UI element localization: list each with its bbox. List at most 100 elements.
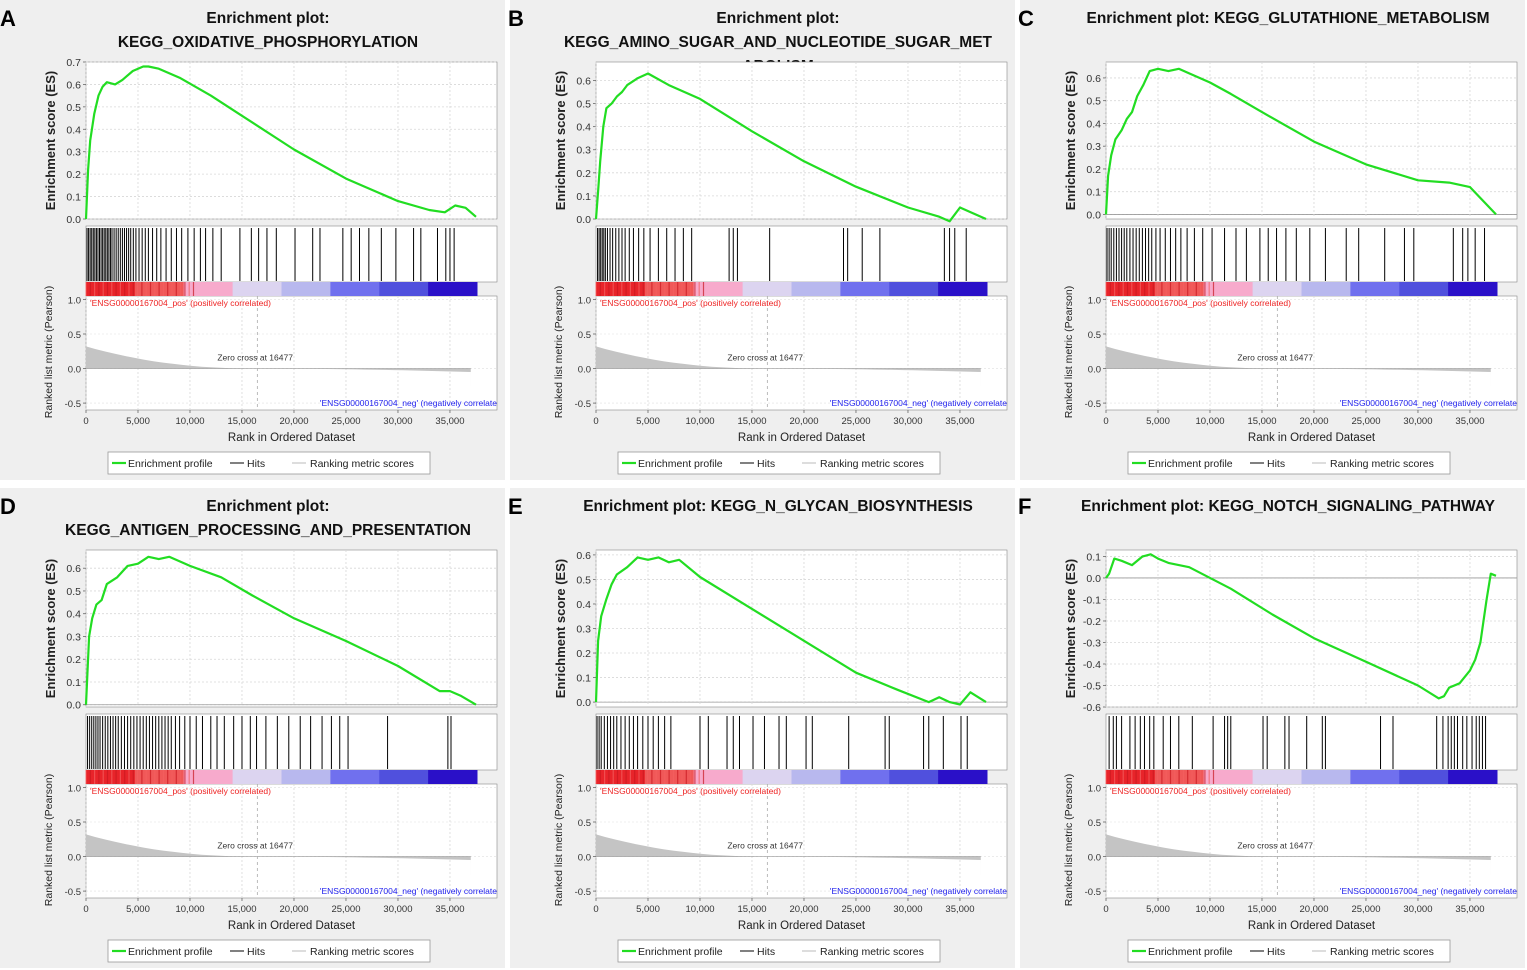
es-tick-label: 0.0 bbox=[66, 700, 81, 712]
x-tick-label: 35,000 bbox=[1455, 904, 1484, 915]
es-axis-label: Enrichment score (ES) bbox=[43, 71, 58, 210]
x-tick-label: 5,000 bbox=[1146, 904, 1170, 915]
es-plot-area bbox=[85, 549, 498, 708]
heatmap-segment bbox=[1399, 282, 1449, 296]
panel-letter: F bbox=[1018, 494, 1031, 519]
es-tick-label: 0.2 bbox=[1086, 164, 1101, 176]
legend-box bbox=[617, 939, 941, 963]
positive-correlated-label: 'ENSG00000167004_pos' (positively correl… bbox=[90, 786, 271, 796]
legend-box bbox=[107, 939, 431, 963]
x-tick-label: 25,000 bbox=[1351, 416, 1380, 427]
chart-title-line: KEGG_OXIDATIVE_PHOSPHORYLATION bbox=[118, 34, 418, 51]
rank-plot-area bbox=[595, 783, 1008, 899]
es-tick-label: -0.4 bbox=[1083, 659, 1101, 671]
heatmap-segment bbox=[1350, 282, 1400, 296]
hits-plot-area bbox=[1105, 713, 1518, 771]
chart-title-line: Enrichment plot: KEGG_GLUTATHIONE_METABO… bbox=[1087, 10, 1490, 27]
es-plot-area bbox=[1105, 549, 1518, 708]
x-tick-label: 35,000 bbox=[945, 904, 974, 915]
hits-plot-area bbox=[85, 713, 498, 771]
enrichment-profile-line bbox=[1104, 67, 1497, 216]
gsea-chart-svg: C Enrichment plot: KEGG_GLUTATHIONE_METAB… bbox=[1018, 0, 1525, 480]
x-tick-label: 15,000 bbox=[227, 416, 256, 427]
es-tick-label: 0.0 bbox=[576, 697, 591, 709]
rank-plot-area bbox=[1105, 295, 1518, 411]
legend-ranking-label: Ranking metric scores bbox=[1330, 946, 1434, 958]
es-tick-label: 0.0 bbox=[66, 214, 81, 226]
heatmap-segment bbox=[428, 770, 478, 784]
rank-tick-label: 0.0 bbox=[1088, 365, 1101, 376]
x-tick-label: 20,000 bbox=[279, 416, 308, 427]
es-tick-label: 0.4 bbox=[66, 609, 81, 621]
x-tick-label: 15,000 bbox=[737, 416, 766, 427]
gsea-chart-svg: F Enrichment plot: KEGG_NOTCH_SIGNALING_P… bbox=[1018, 488, 1525, 968]
chart-title-line: Enrichment plot: bbox=[716, 10, 839, 27]
heatmap-segment bbox=[1252, 282, 1302, 296]
zero-cross-text: Zero cross at 16477 bbox=[1237, 840, 1313, 850]
x-tick-label: 0 bbox=[1103, 904, 1108, 915]
legend-profile-label: Enrichment profile bbox=[128, 458, 213, 470]
legend-profile-label: Enrichment profile bbox=[1148, 946, 1233, 958]
rank-plot-area bbox=[85, 295, 498, 411]
es-tick-label: 0.3 bbox=[66, 631, 81, 643]
legend-box bbox=[107, 451, 431, 475]
panel-a: A Enrichment plot: KEGG_OXIDATIVE_PHOSPHOR… bbox=[0, 0, 505, 480]
positive-correlated-label: 'ENSG00000167004_pos' (positively correl… bbox=[600, 298, 781, 308]
legend-hits-label: Hits bbox=[247, 946, 265, 958]
x-tick-label: 5,000 bbox=[636, 904, 660, 915]
es-tick-label: 0.3 bbox=[66, 147, 81, 159]
gsea-chart-svg: E Enrichment plot: KEGG_N_GLYCAN_BIOSYNTH… bbox=[508, 488, 1015, 968]
heatmap-segment bbox=[183, 282, 234, 296]
es-tick-label: 0.0 bbox=[1086, 573, 1101, 585]
es-tick-label: -0.1 bbox=[1083, 594, 1101, 606]
x-tick-label: 10,000 bbox=[175, 904, 204, 915]
heatmap-segment bbox=[889, 282, 939, 296]
es-tick-label: 0.6 bbox=[576, 75, 591, 87]
es-tick-label: 0.1 bbox=[1086, 551, 1101, 563]
positive-correlated-label: 'ENSG00000167004_pos' (positively correl… bbox=[90, 298, 271, 308]
negative-correlated-label: 'ENSG00000167004_neg' (negatively correl… bbox=[320, 886, 497, 896]
es-axis-label: Enrichment score (ES) bbox=[553, 559, 568, 698]
panel-f: F Enrichment plot: KEGG_NOTCH_SIGNALING_P… bbox=[1018, 488, 1525, 968]
legend-hits-label: Hits bbox=[1267, 946, 1285, 958]
es-tick-label: 0.4 bbox=[576, 599, 591, 611]
rank-tick-label: 0.0 bbox=[578, 365, 591, 376]
heatmap-segment bbox=[281, 282, 331, 296]
rank-axis-label: Ranked list metric (Pearson) bbox=[553, 286, 565, 418]
legend-ranking-label: Ranking metric scores bbox=[820, 458, 924, 470]
heatmap-segment bbox=[1106, 282, 1156, 296]
x-tick-label: 25,000 bbox=[331, 904, 360, 915]
panel-d: D Enrichment plot: KEGG_ANTIGEN_PROCESSING… bbox=[0, 488, 505, 968]
panel-c: C Enrichment plot: KEGG_GLUTATHIONE_METAB… bbox=[1018, 0, 1525, 480]
x-tick-label: 15,000 bbox=[1247, 904, 1276, 915]
panel-letter: D bbox=[0, 494, 16, 519]
x-tick-label: 35,000 bbox=[945, 416, 974, 427]
x-tick-label: 30,000 bbox=[893, 416, 922, 427]
rank-tick-label: -0.5 bbox=[1085, 887, 1101, 898]
heatmap-segment bbox=[1203, 282, 1254, 296]
enrichment-profile-line bbox=[594, 72, 987, 223]
rank-tick-label: 0.5 bbox=[578, 330, 591, 341]
x-tick-label: 10,000 bbox=[685, 904, 714, 915]
es-tick-label: 0.1 bbox=[576, 191, 591, 203]
x-tick-label: 5,000 bbox=[1146, 416, 1170, 427]
heatmap-segment bbox=[1106, 770, 1156, 784]
rank-tick-label: 0.5 bbox=[1088, 818, 1101, 829]
chart-title-line: Enrichment plot: KEGG_N_GLYCAN_BIOSYNTHE… bbox=[583, 498, 973, 515]
x-tick-label: 10,000 bbox=[1195, 416, 1224, 427]
heatmap-segment bbox=[840, 770, 890, 784]
heatmap-segment bbox=[232, 770, 282, 784]
x-tick-label: 25,000 bbox=[841, 904, 870, 915]
es-tick-label: 0.3 bbox=[576, 624, 591, 636]
heatmap-segment bbox=[596, 770, 646, 784]
legend-profile-label: Enrichment profile bbox=[128, 946, 213, 958]
heatmap-segment bbox=[232, 282, 282, 296]
heatmap-segment bbox=[693, 282, 744, 296]
x-tick-label: 25,000 bbox=[841, 416, 870, 427]
es-tick-label: 0.4 bbox=[1086, 118, 1101, 130]
heatmap-segment bbox=[86, 282, 136, 296]
x-axis-label: Rank in Ordered Dataset bbox=[738, 432, 866, 444]
es-tick-label: 0.1 bbox=[1086, 187, 1101, 199]
rank-tick-label: 0.5 bbox=[68, 330, 81, 341]
x-tick-label: 5,000 bbox=[126, 416, 150, 427]
